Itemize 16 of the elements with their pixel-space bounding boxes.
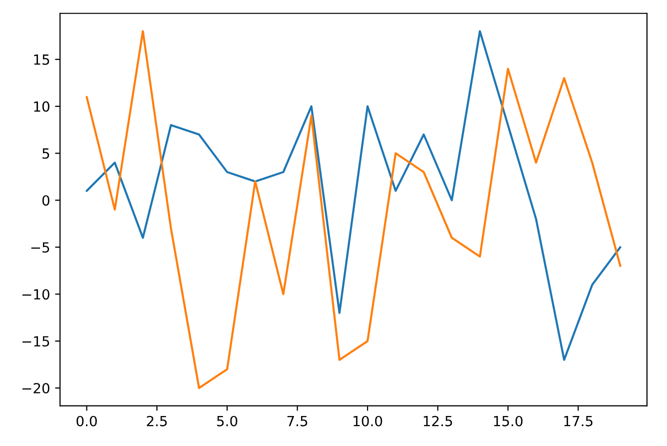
y-tick-label: 10 (34, 101, 50, 112)
x-tick-label: 17.5 (564, 416, 592, 426)
x-tick-label: 2.5 (146, 416, 167, 426)
x-tick-label: 12.5 (424, 416, 452, 426)
x-tick-label: 5.0 (217, 416, 238, 426)
y-tick-label: −15 (22, 336, 50, 347)
x-tick-label: 10.0 (354, 416, 382, 426)
x-tick-label: 7.5 (287, 416, 308, 426)
y-tick-label: 5 (42, 148, 50, 159)
y-tick-label: 15 (34, 54, 50, 65)
x-tick-label: 15.0 (494, 416, 523, 426)
y-tick-label: −5 (31, 242, 50, 253)
y-tick-label: 0 (42, 195, 50, 206)
y-tick-label: −20 (22, 382, 50, 394)
y-tick-label: −10 (22, 289, 50, 300)
x-tick-label: 0.0 (76, 416, 97, 426)
